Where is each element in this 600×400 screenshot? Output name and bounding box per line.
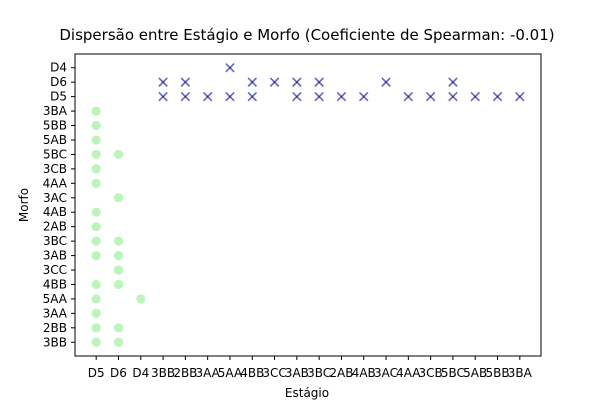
data-point-x xyxy=(292,77,302,87)
data-point-circle xyxy=(91,337,101,347)
data-point-x xyxy=(158,77,168,87)
y-tick-label: D5 xyxy=(50,90,67,104)
data-point-x xyxy=(381,77,391,87)
y-tick-label: 3BB xyxy=(43,335,67,349)
data-point-x xyxy=(448,91,458,102)
y-tick-label: 3CC xyxy=(43,263,67,277)
y-tick-label: 3CB xyxy=(43,162,67,176)
data-point-x xyxy=(225,62,235,73)
x-tick-label: 4BB xyxy=(240,366,264,380)
data-point-circle xyxy=(91,236,101,246)
x-tick-label: 5BC xyxy=(441,366,465,380)
x-tick-label: 3BC xyxy=(307,366,331,380)
y-tick-label: D4 xyxy=(50,61,67,75)
x-tick-label: 4AA xyxy=(396,366,421,380)
y-tick-label: 4AB xyxy=(43,205,67,219)
x-tick-label: 3AB xyxy=(285,366,309,380)
data-point-x xyxy=(158,91,168,102)
data-point-circle xyxy=(113,193,124,203)
x-tick-label: 2BB xyxy=(173,366,197,380)
data-point-x xyxy=(180,77,191,87)
data-point-circle xyxy=(113,149,124,160)
x-tick-label: D6 xyxy=(110,366,127,380)
y-tick-label: 5AB xyxy=(43,133,67,147)
data-point-circle xyxy=(91,149,101,160)
data-point-x xyxy=(425,91,436,102)
data-point-x xyxy=(247,91,258,102)
data-point-x xyxy=(292,91,302,102)
data-point-circle xyxy=(113,337,124,347)
data-point-x xyxy=(448,77,458,87)
data-point-circle xyxy=(91,106,101,116)
data-point-x xyxy=(515,91,525,102)
y-tick-label: 4AA xyxy=(43,176,68,190)
data-point-circle xyxy=(91,308,101,318)
x-axis-label: Estágio xyxy=(285,386,329,400)
y-tick-label: 5BC xyxy=(43,147,67,161)
x-tick-label: 3CC xyxy=(262,366,286,380)
data-point-circle xyxy=(91,120,101,131)
y-tick-label: 2BB xyxy=(43,321,67,335)
data-point-x xyxy=(403,91,414,102)
data-point-x xyxy=(358,91,369,102)
data-point-circle xyxy=(136,294,146,304)
data-point-circle xyxy=(113,250,124,261)
x-tick-label: 3CB xyxy=(419,366,443,380)
data-point-circle xyxy=(113,279,124,290)
data-point-x xyxy=(470,91,480,102)
data-point-circle xyxy=(113,323,124,333)
x-tick-label: 3BB xyxy=(151,366,175,380)
data-point-circle xyxy=(91,207,101,217)
data-point-circle xyxy=(113,236,124,246)
x-tick-label: 4AB xyxy=(352,366,376,380)
y-tick-label: D6 xyxy=(50,75,67,89)
data-point-circle xyxy=(91,178,101,188)
data-point-x xyxy=(269,77,280,87)
data-point-x xyxy=(336,91,347,102)
x-tick-label: 5AB xyxy=(463,366,487,380)
y-tick-label: 3AC xyxy=(43,191,67,205)
y-tick-label: 4BB xyxy=(43,277,67,291)
plot-marks xyxy=(91,62,525,347)
x-tick-label: 2AB xyxy=(329,366,353,380)
x-tick-label: 5AA xyxy=(218,366,243,380)
x-tick-label: 5BB xyxy=(485,366,509,380)
data-point-x xyxy=(225,91,235,102)
data-point-x xyxy=(314,77,324,87)
x-tick-label: 3AC xyxy=(374,366,398,380)
x-tick-label: D4 xyxy=(132,366,149,380)
data-point-x xyxy=(492,91,503,102)
data-point-circle xyxy=(91,250,101,261)
y-tick-label: 3BC xyxy=(43,234,67,248)
data-point-circle xyxy=(91,294,101,304)
data-point-circle xyxy=(91,323,101,333)
x-tick-label: 3AA xyxy=(195,366,220,380)
chart-title: Dispersão entre Estágio e Morfo (Coefici… xyxy=(59,26,554,44)
data-point-x xyxy=(180,91,191,102)
data-point-x xyxy=(314,91,324,102)
y-tick-label: 3AA xyxy=(43,306,68,320)
plot-frame xyxy=(74,53,542,357)
y-tick-label: 2AB xyxy=(43,220,67,234)
data-point-circle xyxy=(91,222,101,232)
data-point-x xyxy=(202,91,213,102)
data-point-circle xyxy=(113,265,124,275)
x-axis-ticks: D5 D6 D4 3BB2BB3AA5AA4BB3CC3AB3BC2AB4AB3AC4… xyxy=(88,356,533,380)
y-tick-label: 3BA xyxy=(43,104,68,118)
y-tick-label: 3AB xyxy=(43,249,67,263)
data-point-circle xyxy=(91,164,101,174)
y-axis-ticks: 3BB2BB3AA5AA4BB3CC3AB3BC2AB4AB3AC4AA3CB5… xyxy=(43,61,75,349)
x-tick-label: D5 xyxy=(88,366,105,380)
y-tick-label: 5AA xyxy=(43,292,68,306)
data-point-x xyxy=(247,77,258,87)
y-axis-label: Morfo xyxy=(17,188,31,222)
data-point-circle xyxy=(91,279,101,290)
y-tick-label: 5BB xyxy=(43,119,67,133)
data-point-circle xyxy=(91,135,101,145)
x-tick-label: 3BA xyxy=(508,366,533,380)
